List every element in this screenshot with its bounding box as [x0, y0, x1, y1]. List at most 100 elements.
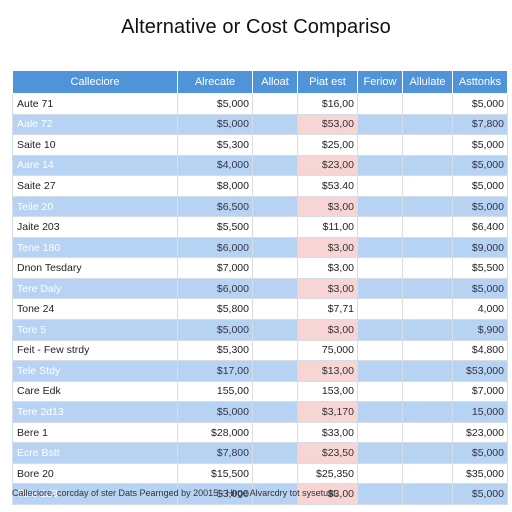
table-row[interactable]: Saite 10 $5,300 $25,00 $5,000: [12, 134, 508, 156]
value-cell: $5,000: [177, 113, 253, 136]
value-cell: [357, 257, 403, 279]
value-cell: $5,000: [452, 277, 508, 300]
value-cell: $5,000: [452, 442, 508, 464]
value-cell: [402, 339, 453, 362]
row-label-cell: Tore 2d3: [12, 483, 178, 505]
value-cell: $5,000: [177, 401, 253, 423]
value-cell: $5,000: [452, 195, 508, 218]
table-row[interactable]: Saite 27 $8,000 $53.40 $5,000: [12, 175, 508, 197]
value-cell: [402, 93, 453, 115]
value-cell: $3,00: [297, 319, 358, 341]
value-cell: $9,000: [452, 236, 508, 259]
table-row[interactable]: Jaite 203 $5,500 $11,00 $6,400: [12, 216, 508, 238]
value-cell: $5,500: [177, 216, 253, 238]
value-cell: $3,00: [297, 483, 358, 505]
column-header[interactable]: Alloat: [252, 70, 298, 94]
table-row[interactable]: Tore 2d3 $3,000 $3,00 $5,000: [12, 483, 508, 505]
value-cell: [357, 483, 403, 505]
value-cell: [402, 298, 453, 321]
value-cell: $5,000: [452, 483, 508, 505]
row-label-cell: Saite 27: [12, 175, 178, 197]
value-cell: $5,000: [452, 175, 508, 197]
table-row[interactable]: Teile 20 $6,500 $3,00 $5,000: [12, 195, 508, 218]
value-cell: [252, 339, 298, 362]
table-row[interactable]: Tene 180 $6,000 $3,00 $9,000: [12, 236, 508, 259]
row-label-cell: Tere 2d13: [12, 401, 178, 423]
value-cell: $4,800: [452, 339, 508, 362]
value-cell: [402, 360, 453, 382]
row-label-cell: Dnon Tesdary: [12, 257, 178, 279]
value-cell: [357, 401, 403, 423]
table-row[interactable]: Tele Stdy $17,00 $13,00 $53,000: [12, 360, 508, 382]
value-cell: $28,000: [177, 421, 253, 444]
value-cell: [252, 154, 298, 177]
value-cell: $4,000: [177, 154, 253, 177]
value-cell: [402, 134, 453, 156]
table-row[interactable]: Aare 14 $4,000 $23,00 $5,000: [12, 154, 508, 177]
table-row[interactable]: Feit - Few strdy $5,300 75,000 $4,800: [12, 339, 508, 362]
value-cell: [252, 421, 298, 444]
row-label-cell: Tone 24: [12, 298, 178, 321]
value-cell: $7,800: [452, 113, 508, 136]
footnote: Calleciore, corcday of ster Dats Pearnge…: [12, 488, 339, 498]
column-header[interactable]: Asttonks: [452, 70, 508, 94]
value-cell: [357, 319, 403, 341]
value-cell: [402, 319, 453, 341]
column-header[interactable]: Alrecate: [177, 70, 253, 94]
row-label-cell: Aare 14: [12, 154, 178, 177]
table-row[interactable]: Care Edk 155,00 153,00 $7,000: [12, 380, 508, 403]
value-cell: $6,000: [177, 236, 253, 259]
value-cell: $25,350: [297, 462, 358, 485]
column-header[interactable]: Piat est: [297, 70, 358, 94]
value-cell: $6,500: [177, 195, 253, 218]
table-row[interactable]: Bore 20 $15,500 $25,350 $35,000: [12, 462, 508, 485]
value-cell: [357, 175, 403, 197]
column-header[interactable]: Allulate: [402, 70, 453, 94]
column-header[interactable]: Calleciore: [12, 70, 178, 94]
value-cell: $33,00: [297, 421, 358, 444]
table-row[interactable]: Ecre Bstt $7,800 $23,50 $5,000: [12, 442, 508, 464]
table-row[interactable]: Aale 72 $5,000 $53,00 $7,800: [12, 113, 508, 136]
value-cell: $5,500: [452, 257, 508, 279]
value-cell: $3,00: [297, 236, 358, 259]
value-cell: [402, 236, 453, 259]
table-row[interactable]: Tone 24 $5,800 $7,71 4,000: [12, 298, 508, 321]
table-row[interactable]: Aute 71 $5,000 $16,00 $5,000: [12, 93, 508, 115]
value-cell: $3,170: [297, 401, 358, 423]
table-row[interactable]: Tere Daly $6,000 $3,00 $5,000: [12, 277, 508, 300]
value-cell: [357, 462, 403, 485]
value-cell: [402, 113, 453, 136]
value-cell: $,900: [452, 319, 508, 341]
value-cell: 15,000: [452, 401, 508, 423]
value-cell: [357, 339, 403, 362]
value-cell: $5,000: [177, 319, 253, 341]
table-row[interactable]: Tore 5 $5,000 $3,00 $,900: [12, 319, 508, 341]
row-label-cell: Saite 10: [12, 134, 178, 156]
value-cell: $7,000: [177, 257, 253, 279]
table-row[interactable]: Bere 1 $28,000 $33,00 $23,000: [12, 421, 508, 444]
value-cell: $8,000: [177, 175, 253, 197]
value-cell: $7,800: [177, 442, 253, 464]
value-cell: [402, 216, 453, 238]
value-cell: [402, 401, 453, 423]
row-label-cell: Tele Stdy: [12, 360, 178, 382]
value-cell: $25,00: [297, 134, 358, 156]
column-header[interactable]: Feriow: [357, 70, 403, 94]
value-cell: [357, 236, 403, 259]
value-cell: $5,000: [452, 93, 508, 115]
value-cell: $5,000: [177, 93, 253, 115]
value-cell: [357, 195, 403, 218]
value-cell: $3,00: [297, 277, 358, 300]
value-cell: $7,000: [452, 380, 508, 403]
row-label-cell: Teile 20: [12, 195, 178, 218]
value-cell: $15,500: [177, 462, 253, 485]
value-cell: $13,00: [297, 360, 358, 382]
value-cell: $23,00: [297, 154, 358, 177]
value-cell: [357, 93, 403, 115]
value-cell: [252, 483, 298, 505]
table-row[interactable]: Tere 2d13 $5,000 $3,170 15,000: [12, 401, 508, 423]
table-row[interactable]: Dnon Tesdary $7,000 $3,00 $5,500: [12, 257, 508, 279]
value-cell: [252, 257, 298, 279]
value-cell: [357, 360, 403, 382]
value-cell: [252, 93, 298, 115]
